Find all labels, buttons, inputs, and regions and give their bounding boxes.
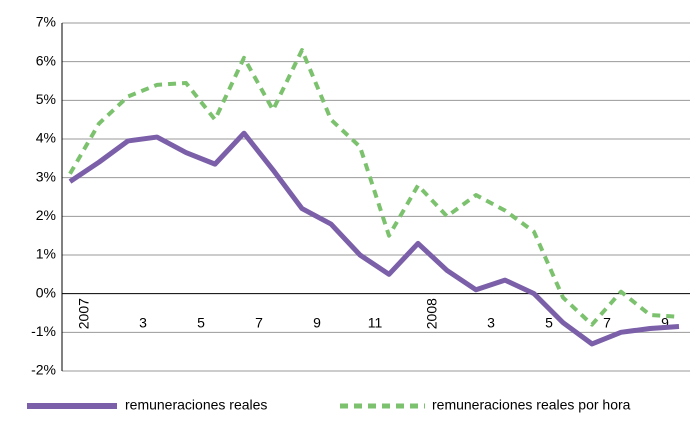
y-tick-label: 3%: [36, 168, 56, 184]
y-tick-label: -1%: [31, 323, 56, 339]
y-tick-label: 2%: [36, 207, 56, 223]
y-tick-label: 5%: [36, 91, 56, 107]
legend-label: remuneraciones reales: [125, 397, 267, 413]
x-tick-label: 3: [139, 314, 147, 330]
x-tick-label: 3: [487, 314, 495, 330]
x-tick-label: 5: [545, 314, 553, 330]
x-tick-label: 2007: [76, 298, 92, 329]
y-tick-label: 7%: [36, 14, 56, 30]
x-tick-label: 2008: [424, 298, 440, 329]
y-tick-label: 4%: [36, 130, 56, 146]
x-tick-label: 9: [661, 314, 669, 330]
series-line: [68, 130, 680, 347]
legend-label: remuneraciones reales por hora: [432, 397, 631, 413]
x-tick-label: 7: [603, 314, 611, 330]
y-tick-label: -2%: [31, 362, 56, 378]
x-tick-label: 7: [255, 314, 263, 330]
y-tick-label: 1%: [36, 246, 56, 262]
x-tick-label: 5: [197, 314, 205, 330]
series-line: [68, 48, 680, 327]
x-tick-label: 11: [368, 314, 383, 330]
x-tick-label: 9: [313, 314, 321, 330]
y-tick-label: 6%: [36, 52, 56, 68]
y-tick-label: 0%: [36, 284, 56, 300]
